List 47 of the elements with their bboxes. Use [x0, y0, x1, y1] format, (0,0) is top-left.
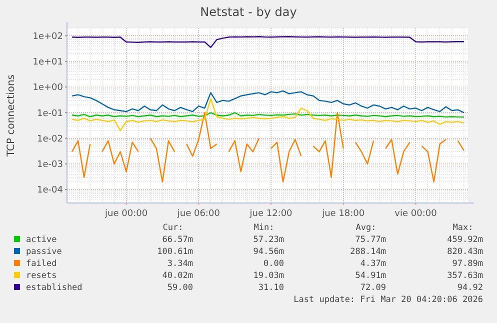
text: Last update: Fri Mar 20 04:20:06 2026	[294, 295, 483, 305]
text: Min:	[254, 223, 274, 233]
x-tick-label: jue 18:00	[321, 209, 365, 219]
y-tick-label: 1e-04	[37, 186, 64, 196]
x-tick-label: jue 00:00	[104, 209, 148, 219]
y-tick-label: 1e-01	[37, 108, 63, 119]
y-tick-label: 1e-03	[37, 160, 63, 170]
chart-title: Netstat - by day	[200, 5, 297, 19]
legend-label: established	[26, 283, 82, 293]
text: 54.91m	[355, 271, 386, 281]
y-tick-label: 1e+01	[32, 58, 63, 68]
text: 75.77m	[355, 235, 386, 245]
text: 40.02m	[162, 271, 193, 281]
legend-label: failed	[26, 259, 57, 269]
text: 288.14m	[350, 247, 386, 257]
text: 3.34m	[167, 259, 193, 269]
y-tick-label: 1e+00	[32, 83, 64, 94]
line-series	[71, 90, 465, 114]
x-tick-label: jue 06:00	[176, 209, 220, 219]
y-tick-label: 1e-02	[37, 134, 63, 144]
text: 66.57m	[162, 235, 193, 245]
x-tick-label: jue 12:00	[248, 209, 293, 219]
text: 57.23m	[253, 235, 284, 245]
text: 31.10	[258, 283, 284, 293]
legend-label: passive	[26, 247, 62, 257]
legend-label: resets	[26, 271, 57, 281]
y-axis-title: TCP connections	[6, 74, 17, 158]
y-tick-label: 1e+02	[32, 32, 63, 42]
text: 59.00	[167, 283, 193, 293]
text: 19.03m	[253, 271, 284, 281]
text: 459.92m	[447, 235, 483, 245]
x-tick-label: vie 00:00	[394, 209, 438, 219]
text: 0.00	[264, 259, 284, 269]
legend-label: active	[26, 235, 57, 245]
text: 97.89m	[452, 259, 483, 269]
text: 357.63m	[447, 271, 483, 281]
text: Avg:	[356, 223, 376, 233]
text: 100.61m	[157, 247, 193, 257]
text: 94.92	[457, 283, 483, 293]
line-series	[71, 36, 465, 48]
text: Max:	[452, 223, 474, 233]
text: 72.09	[360, 283, 386, 293]
text: Cur:	[162, 223, 184, 233]
text: 94.56m	[253, 247, 284, 257]
line-series	[71, 98, 465, 132]
text: 4.37m	[360, 259, 386, 269]
text: 820.43m	[447, 247, 483, 257]
